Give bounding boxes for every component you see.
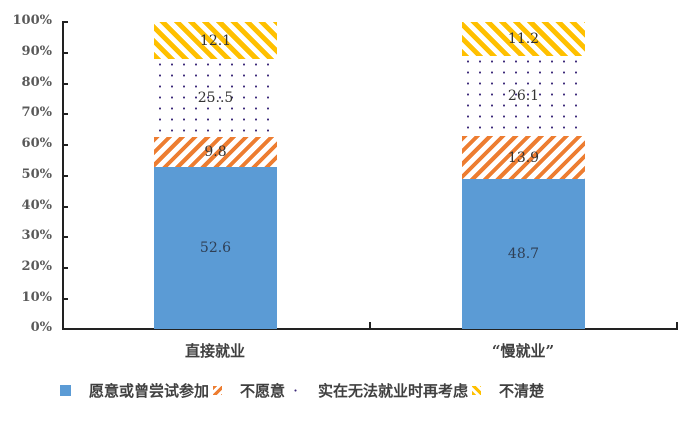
bar-segment-later: 26.1 xyxy=(462,56,585,136)
y-tick xyxy=(62,298,68,300)
x-tick xyxy=(369,322,371,329)
dot-icon xyxy=(291,386,301,395)
ytick-label: 30% xyxy=(21,228,52,243)
legend-label: 不愿意 xyxy=(240,382,286,400)
ytick-label: 80% xyxy=(21,75,52,90)
x-category-label: 直接就业 xyxy=(184,342,245,360)
data-label: 52.6 xyxy=(199,240,232,256)
legend-label: 实在无法就业时再考虑 xyxy=(318,382,469,400)
ytick-label: 100% xyxy=(12,13,53,28)
ytick-label: 20% xyxy=(21,259,52,274)
data-label: 12.1 xyxy=(199,32,232,49)
y-tick xyxy=(62,267,68,269)
y-tick xyxy=(62,52,68,54)
legend-item: 不清楚 xyxy=(472,380,545,401)
legend-item: 实在无法就业时再考虑 xyxy=(291,380,469,401)
y-tick xyxy=(62,144,68,146)
y-tick xyxy=(62,113,68,115)
bar-segment-willing: 52.6 xyxy=(154,167,277,329)
x-category-label: “慢就业” xyxy=(491,342,555,360)
blue-square-icon xyxy=(60,385,71,396)
ytick-label: 40% xyxy=(21,198,52,213)
legend-label: 不清楚 xyxy=(499,382,545,400)
ytick-label: 10% xyxy=(21,290,52,305)
bar-segment-unwilling: 9.8 xyxy=(154,137,277,167)
bar-segment-unsure: 12.1 xyxy=(154,22,277,59)
data-label: 25..5 xyxy=(197,90,234,106)
legend-item: 愿意或曾尝试参加 xyxy=(60,380,209,401)
ytick-label: 90% xyxy=(21,44,52,59)
ytick-label: 0% xyxy=(30,320,52,335)
x-axis xyxy=(62,328,678,330)
data-label: 26.1 xyxy=(507,88,540,104)
data-label: 13.9 xyxy=(507,149,540,166)
bar-segment-later: 25..5 xyxy=(154,59,277,137)
data-label: 11.2 xyxy=(507,31,540,47)
orange-stripe-icon xyxy=(213,386,223,395)
y-tick xyxy=(62,206,68,208)
x-tick xyxy=(676,322,678,329)
bar-segment-unwilling: 13.9 xyxy=(462,136,585,179)
bar-segment-unsure: 11.2 xyxy=(462,22,585,56)
bar-segment-willing: 48.7 xyxy=(462,179,585,329)
yellow-stripe-icon xyxy=(472,386,482,395)
y-tick xyxy=(62,83,68,85)
y-tick xyxy=(62,236,68,238)
data-label: 9.8 xyxy=(204,144,227,160)
legend: 愿意或曾尝试参加 不愿意 实在无法就业时再考虑 不清楚 xyxy=(60,380,558,401)
ytick-label: 50% xyxy=(21,167,52,182)
legend-label: 愿意或曾尝试参加 xyxy=(89,382,210,400)
y-tick xyxy=(62,175,68,177)
ytick-label: 70% xyxy=(21,105,52,120)
data-label: 48.7 xyxy=(507,246,540,262)
ytick-label: 60% xyxy=(21,136,52,151)
legend-item: 不愿意 xyxy=(213,380,286,401)
y-tick xyxy=(62,21,68,23)
